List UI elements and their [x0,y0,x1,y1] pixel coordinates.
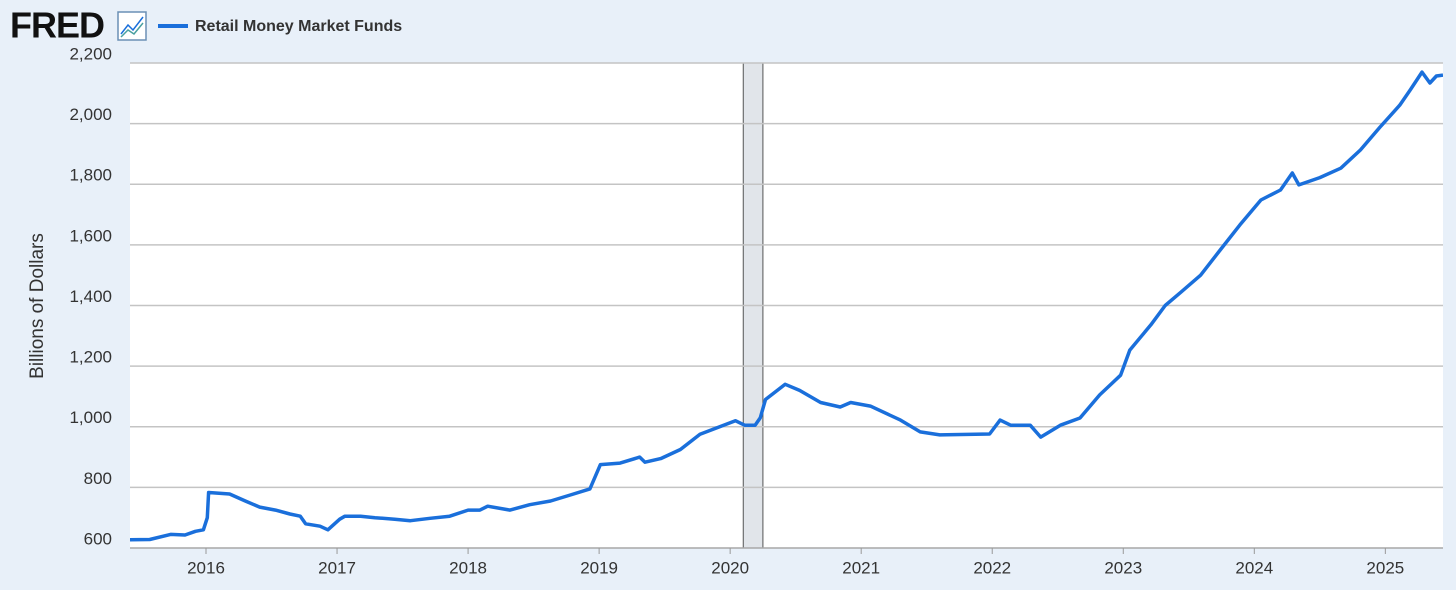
y-tick-label: 800 [84,469,112,488]
x-tick-label: 2025 [1366,558,1404,577]
x-tick-label: 2022 [973,558,1011,577]
y-tick-label: 600 [84,529,112,548]
x-tick-label: 2016 [187,558,225,577]
y-tick-label: 1,200 [69,348,112,367]
x-tick-label: 2024 [1235,558,1273,577]
x-tick-label: 2017 [318,558,356,577]
x-tick-label: 2019 [580,558,618,577]
x-tick-label: 2023 [1104,558,1142,577]
y-axis-label: Billions of Dollars [27,233,48,379]
y-tick-label: 1,000 [69,408,112,427]
y-tick-label: 1,400 [69,287,112,306]
y-tick-label: 2,200 [69,44,112,63]
y-tick-label: 1,800 [69,166,112,185]
y-tick-label: 1,600 [69,226,112,245]
y-tick-label: 2,000 [69,105,112,124]
logo: FRED [10,5,104,46]
logo-icon [117,11,147,41]
series-line [130,70,1443,542]
x-tick-label: 2020 [711,558,749,577]
x-tick-label: 2018 [449,558,487,577]
x-tick-label: 2021 [842,558,880,577]
legend-label: Retail Money Market Funds [195,18,402,35]
